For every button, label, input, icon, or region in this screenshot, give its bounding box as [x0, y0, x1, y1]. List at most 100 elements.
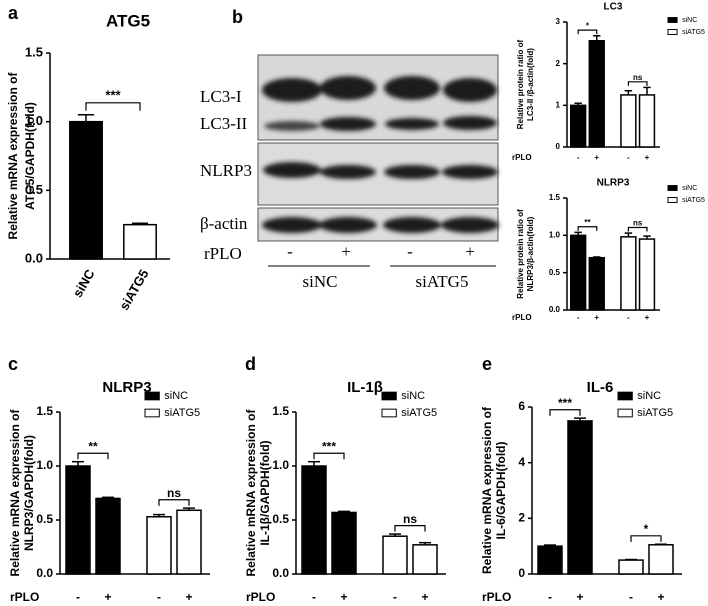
bar	[382, 535, 408, 575]
x-tick-label: +	[104, 590, 111, 604]
bar	[95, 497, 121, 575]
bar	[412, 544, 438, 575]
bar	[567, 420, 593, 575]
y-axis-label: LC3-II /β-actin(fold)	[526, 48, 535, 121]
y-tick-label: 0	[556, 142, 561, 151]
y-tick-label: 0.0	[549, 305, 561, 314]
legend-label: siATG5	[637, 407, 673, 419]
x-tick-label: +	[340, 590, 347, 604]
significance-bracket	[577, 29, 598, 35]
x-tick-label: -	[393, 590, 397, 604]
panel-letter: d	[245, 354, 256, 374]
bands	[262, 76, 499, 233]
y-axis-label: IL-1β/GAPDH(fold)	[258, 440, 272, 545]
x-tick-label: -	[548, 590, 552, 604]
significance-label: ns	[167, 486, 181, 500]
significance-bracket	[85, 102, 141, 111]
significance-bracket	[313, 452, 345, 460]
legend-label: siNC	[682, 17, 697, 24]
significance-label: *	[586, 21, 590, 30]
significance-bracket	[577, 226, 598, 231]
bar	[588, 256, 605, 311]
y-axis-label: Relative mRNA expression of	[244, 409, 258, 577]
significance-bracket	[77, 452, 109, 460]
chart-title: IL-6	[587, 379, 614, 396]
significance-label: **	[88, 439, 98, 453]
y-tick-label: 0	[518, 566, 525, 580]
x-tick-label: +	[594, 313, 599, 322]
legend-swatch	[667, 185, 678, 191]
chart-title: NLRP3	[597, 178, 630, 189]
bar	[69, 120, 103, 260]
bar	[638, 238, 656, 311]
legend-swatch	[144, 391, 160, 401]
legend-swatch	[381, 408, 397, 418]
bar	[176, 509, 202, 575]
x-tick-label: +	[185, 590, 192, 604]
x-axis-label: rPLO	[246, 590, 275, 604]
x-axis-label: rPLO	[512, 153, 532, 162]
x-axis-label: rPLO	[10, 590, 39, 604]
significance-label: ns	[633, 73, 643, 82]
panel-letter: b	[232, 7, 243, 27]
bar	[618, 559, 644, 575]
x-axis-label: rPLO	[512, 313, 532, 322]
y-tick-label: 1.0	[36, 458, 53, 472]
significance-label: ns	[633, 219, 643, 228]
panel-letter: a	[8, 3, 19, 23]
y-axis-label: IL-6/GAPDH(fold)	[494, 442, 508, 540]
row-label: NLRP3	[200, 161, 252, 180]
significance-bracket	[627, 226, 648, 232]
legend-label: siNC	[401, 390, 425, 402]
row-label: β-actin	[200, 214, 248, 233]
legend-swatch	[667, 17, 678, 23]
y-axis-label: Relative mRNA expression of	[8, 409, 22, 577]
legend-swatch	[144, 408, 160, 418]
bar	[123, 223, 157, 260]
y-tick-label: 6	[518, 399, 525, 413]
x-tick-label: siNC	[70, 266, 98, 300]
legend-label: siATG5	[682, 197, 705, 204]
lane-label: -	[287, 242, 293, 261]
bar	[569, 104, 587, 148]
legend-label: siNC	[637, 390, 661, 402]
chart-title: ATG5	[106, 11, 150, 30]
chart-title: IL-1β	[347, 379, 383, 396]
bar	[588, 40, 605, 148]
x-tick-label: +	[421, 590, 428, 604]
legend-swatch	[667, 29, 678, 35]
significance-label: ***	[558, 396, 572, 410]
bar	[620, 94, 637, 148]
y-tick-label: 3	[556, 17, 561, 26]
y-tick-label: 0.5	[272, 512, 289, 526]
row-label: LC3-I	[200, 87, 242, 106]
y-tick-label: 2	[518, 511, 525, 525]
bar	[65, 465, 91, 575]
x-tick-label: -	[157, 590, 161, 604]
x-tick-label: -	[627, 153, 630, 162]
x-tick-label: -	[627, 313, 630, 322]
significance-bracket	[549, 409, 581, 416]
y-tick-label: 0.0	[25, 250, 43, 265]
y-tick-label: 1.5	[25, 44, 43, 59]
lane-label: +	[341, 242, 351, 261]
x-tick-label: -	[629, 590, 633, 604]
y-tick-label: 2	[556, 59, 561, 68]
significance-bracket	[627, 81, 648, 86]
chart-title: NLRP3	[102, 379, 151, 396]
group-label: siNC	[303, 272, 338, 291]
x-label: rPLO	[204, 244, 242, 263]
bar	[537, 545, 563, 575]
bar	[620, 236, 637, 311]
x-tick-label: siATG5	[116, 267, 151, 313]
group-label: siATG5	[416, 272, 469, 291]
bar	[146, 516, 172, 575]
western-blot: LC3-I LC3-II NLRP3 β-actin rPLO - + - + …	[200, 54, 499, 291]
y-axis-label: Relative mRNA expression of	[480, 406, 494, 574]
y-tick-label: 1.0	[272, 458, 289, 472]
row-label: LC3-II	[200, 114, 248, 133]
y-axis-label: NLRP3/β-actin(fold)	[526, 216, 535, 291]
legend-swatch	[381, 391, 397, 401]
significance-label: ns	[403, 512, 417, 526]
